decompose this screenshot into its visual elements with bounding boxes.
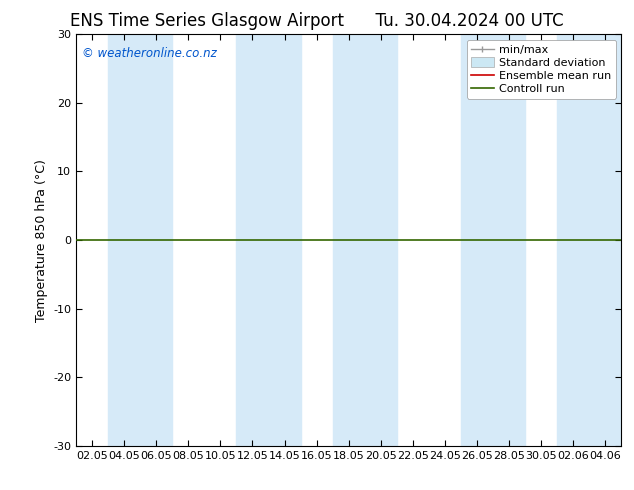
Text: ENS Time Series Glasgow Airport      Tu. 30.04.2024 00 UTC: ENS Time Series Glasgow Airport Tu. 30.0… [70,12,564,30]
Text: © weatheronline.co.nz: © weatheronline.co.nz [82,47,216,60]
Y-axis label: Temperature 850 hPa (°C): Temperature 850 hPa (°C) [34,159,48,321]
Bar [461,34,525,446]
Bar [557,34,621,446]
Bar [333,34,397,446]
Legend: min/max, Standard deviation, Ensemble mean run, Controll run: min/max, Standard deviation, Ensemble me… [467,40,616,98]
Bar [236,34,301,446]
Bar [108,34,172,446]
